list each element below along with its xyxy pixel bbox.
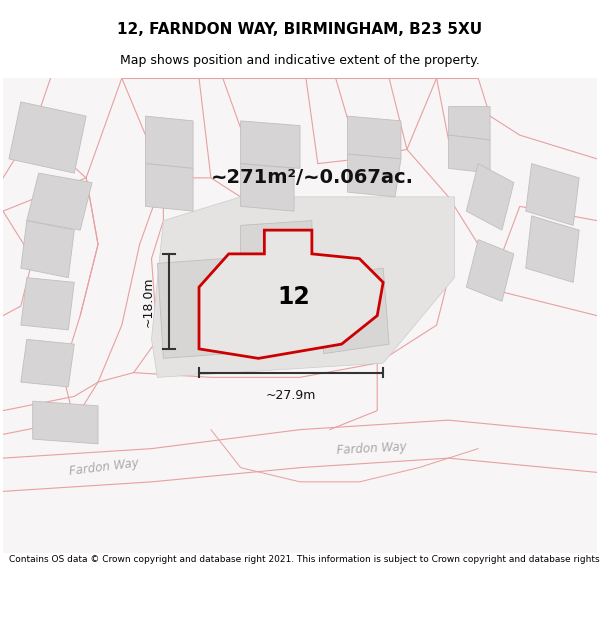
Polygon shape bbox=[347, 116, 401, 159]
Text: ~27.9m: ~27.9m bbox=[266, 389, 316, 402]
Polygon shape bbox=[241, 221, 312, 292]
Text: Fardon Way: Fardon Way bbox=[336, 440, 407, 457]
Polygon shape bbox=[9, 102, 86, 173]
Polygon shape bbox=[466, 239, 514, 301]
Polygon shape bbox=[466, 164, 514, 230]
Polygon shape bbox=[3, 78, 597, 553]
Polygon shape bbox=[21, 339, 74, 387]
Polygon shape bbox=[151, 197, 454, 378]
Polygon shape bbox=[33, 401, 98, 444]
Polygon shape bbox=[146, 164, 193, 211]
Text: Contains OS data © Crown copyright and database right 2021. This information is : Contains OS data © Crown copyright and d… bbox=[9, 555, 600, 564]
Polygon shape bbox=[449, 107, 490, 140]
Polygon shape bbox=[146, 116, 193, 168]
Polygon shape bbox=[347, 154, 401, 197]
Text: ~271m²/~0.067ac.: ~271m²/~0.067ac. bbox=[211, 168, 414, 187]
Text: ~18.0m: ~18.0m bbox=[142, 276, 154, 327]
Polygon shape bbox=[526, 164, 579, 226]
Polygon shape bbox=[318, 268, 389, 354]
Text: Fardon Way: Fardon Way bbox=[68, 457, 140, 478]
Text: 12, FARNDON WAY, BIRMINGHAM, B23 5XU: 12, FARNDON WAY, BIRMINGHAM, B23 5XU bbox=[118, 22, 482, 37]
Polygon shape bbox=[449, 135, 490, 173]
Text: 12: 12 bbox=[278, 284, 310, 309]
Polygon shape bbox=[21, 221, 74, 278]
Polygon shape bbox=[526, 216, 579, 282]
Polygon shape bbox=[157, 259, 229, 358]
Polygon shape bbox=[199, 230, 383, 358]
Polygon shape bbox=[21, 278, 74, 330]
Polygon shape bbox=[27, 173, 92, 230]
Polygon shape bbox=[241, 121, 300, 168]
Polygon shape bbox=[241, 164, 294, 211]
Text: Map shows position and indicative extent of the property.: Map shows position and indicative extent… bbox=[120, 54, 480, 68]
